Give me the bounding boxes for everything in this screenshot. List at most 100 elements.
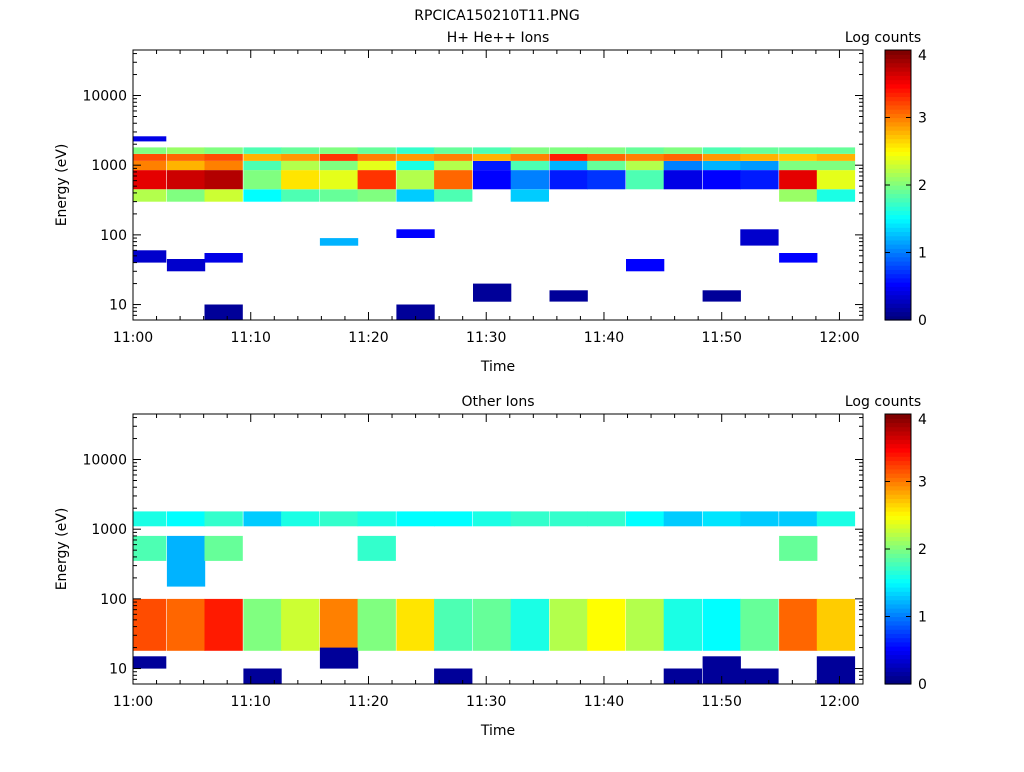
heatmap-cell: [396, 598, 435, 651]
figure-title: RPCICA150210T11.PNG: [414, 8, 579, 24]
heatmap-cell: [779, 189, 818, 202]
heatmap-cell: [626, 161, 665, 171]
colorbar-segment: [885, 210, 911, 216]
colorbar-tick-label: 0: [918, 677, 927, 693]
y-tick-label: 1000: [91, 522, 127, 538]
colorbar-segment: [885, 494, 911, 499]
heatmap-cell: [779, 511, 818, 527]
y-tick-label: 1000: [91, 158, 127, 174]
colorbar-segment: [885, 662, 911, 668]
heatmap-cell: [779, 147, 818, 154]
heatmap-cell: [133, 170, 167, 190]
heatmap-cell: [626, 147, 665, 154]
heatmap-cell: [549, 598, 588, 651]
heatmap-cell: [587, 511, 626, 527]
heatmap-cell: [319, 147, 359, 154]
colorbar-segment: [885, 260, 911, 266]
y-tick-label: 10: [109, 298, 127, 314]
heatmap-cell: [740, 170, 779, 190]
colorbar-segment: [885, 189, 911, 195]
heatmap-cell: [626, 170, 665, 190]
heatmap-cell: [816, 170, 856, 190]
colorbar-segment: [885, 121, 911, 127]
heatmap-cell: [166, 147, 206, 154]
colorbar-segment: [885, 138, 911, 144]
heatmap-cell: [319, 170, 359, 190]
colorbar-segment: [885, 456, 911, 462]
heatmap-cell: [281, 511, 320, 527]
heatmap-cell: [319, 647, 359, 669]
colorbar-segment: [885, 100, 911, 106]
x-tick-label: 12:00: [819, 694, 859, 710]
heatmap-cell: [319, 189, 359, 202]
colorbar-segment: [885, 66, 911, 72]
y-tick-label: 100: [100, 228, 127, 244]
heatmap-cell: [626, 153, 665, 161]
colorbar-segment: [885, 231, 911, 237]
plot-frame: [132, 49, 864, 321]
colorbar-segment: [885, 473, 911, 478]
colorbar-tick-label: 2: [918, 178, 927, 194]
heatmap-cell: [357, 189, 396, 202]
heatmap-cell: [816, 511, 856, 527]
heatmap-cell: [816, 656, 856, 684]
colorbar-segment: [885, 142, 911, 148]
heatmap-cell: [434, 598, 473, 651]
heatmap-cell: [166, 189, 206, 202]
heatmap-cell: [281, 189, 320, 202]
heatmap-cell: [396, 304, 435, 320]
colorbar-segment: [885, 519, 911, 525]
colorbar-segment: [885, 307, 911, 313]
heatmap-cell: [702, 153, 741, 161]
x-tick-label: 11:00: [113, 330, 153, 346]
colorbar-segment: [885, 570, 911, 575]
heatmap-cell: [434, 668, 473, 684]
heatmap-cell: [357, 153, 396, 161]
heatmap-cell: [779, 153, 818, 161]
heatmap-cell: [740, 668, 779, 684]
colorbar-segment: [885, 506, 911, 512]
y-tick-label: 100: [100, 592, 127, 608]
heatmap-cell: [319, 153, 359, 161]
colorbar-segment: [885, 608, 911, 613]
colorbar-segment: [885, 180, 911, 186]
heatmap-cell: [816, 147, 856, 154]
heatmap-cell: [166, 153, 206, 161]
y-axis-label: Energy (eV): [54, 144, 70, 227]
colorbar-segment: [885, 675, 911, 681]
colorbar-segment: [885, 477, 911, 483]
colorbar-segment: [885, 172, 911, 178]
heatmap-cell: [204, 304, 243, 320]
heatmap-cell: [243, 170, 282, 190]
colorbar-segment: [885, 58, 911, 64]
heatmap-cell: [319, 161, 359, 171]
x-tick-label: 12:00: [819, 330, 859, 346]
colorbar-segment: [885, 235, 911, 241]
colorbar-segment: [885, 532, 911, 537]
heatmap-cell: [166, 170, 206, 190]
colorbar-segment: [885, 218, 911, 224]
heatmap-cell: [740, 153, 779, 161]
colorbar-segment: [885, 239, 911, 245]
heatmap-cell: [702, 511, 741, 527]
colorbar-segment: [885, 679, 911, 685]
heatmap-cell: [473, 283, 512, 302]
colorbar-segment: [885, 586, 911, 592]
heatmap-cell: [243, 153, 282, 161]
colorbar-segment: [885, 227, 911, 233]
heatmap-cell: [396, 229, 435, 238]
heatmap-cell: [357, 511, 396, 527]
panel-title: H+ He++ Ions: [447, 30, 550, 46]
colorbar-segment: [885, 185, 911, 190]
heatmap-cell: [357, 161, 396, 171]
colorbar-segment: [885, 265, 911, 270]
heatmap-cell: [702, 147, 741, 154]
heatmap-cell: [166, 511, 206, 527]
heatmap-cell: [434, 170, 473, 190]
x-tick-label: 11:10: [231, 330, 271, 346]
colorbar-segment: [885, 646, 911, 651]
heatmap-cell: [204, 189, 243, 202]
heatmap-cell: [204, 598, 243, 651]
heatmap-cell: [740, 161, 779, 171]
